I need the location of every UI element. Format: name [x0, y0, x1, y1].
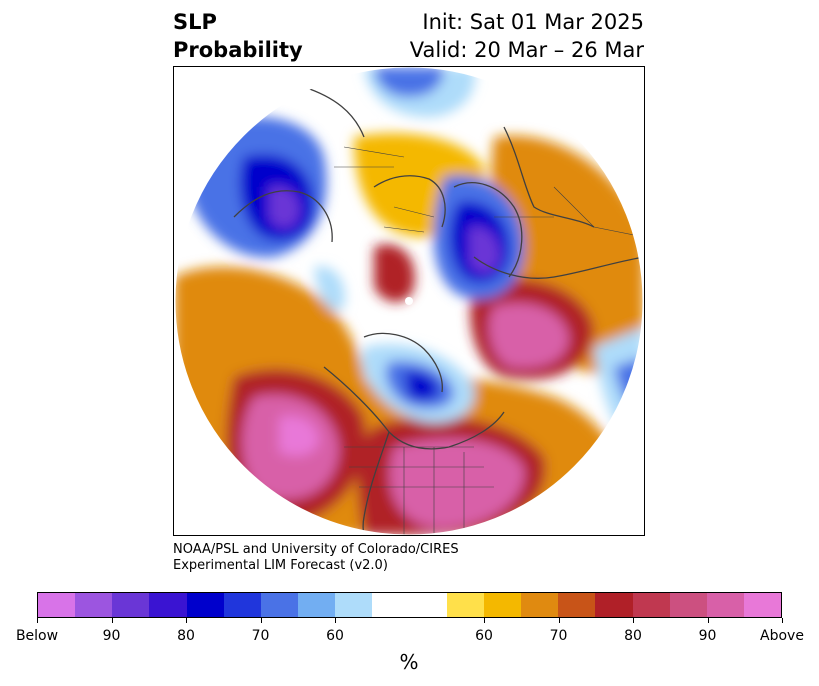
colorbar-tick-mark [484, 618, 485, 623]
colorbar-segment [75, 593, 113, 617]
colorbar-segment [149, 593, 187, 617]
credit-text: NOAA/PSL and University of Colorado/CIRE… [173, 542, 459, 574]
colorbar-segment [558, 593, 596, 617]
field-subtitle: Probability [173, 38, 303, 62]
colorbar-segment [446, 593, 484, 617]
credit-line-2: Experimental LIM Forecast (v2.0) [173, 558, 388, 573]
credit-line-1: NOAA/PSL and University of Colorado/CIRE… [173, 542, 459, 557]
pole-marker [405, 297, 413, 305]
colorbar-segment [112, 593, 150, 617]
colorbar-tick-label: 60 [326, 628, 344, 644]
colorbar-tick-label: 80 [624, 628, 642, 644]
colorbar-segment [372, 593, 410, 617]
init-date: Init: Sat 01 Mar 2025 [422, 10, 644, 34]
map-disc [175, 67, 643, 535]
colorbar-tick-label: 80 [177, 628, 195, 644]
colorbar-segment [298, 593, 336, 617]
colorbar-segment [743, 593, 782, 617]
title-left: SLP Probability [173, 8, 303, 64]
colorbar-tick-mark [335, 618, 336, 623]
colorbar-tick-mark [559, 618, 560, 623]
field-title: SLP [173, 10, 217, 34]
colorbar-tick-mark [261, 618, 262, 623]
colorbar [37, 592, 782, 618]
colorbar-segment [669, 593, 707, 617]
colorbar-segment [483, 593, 522, 617]
colorbar-tick-label: 70 [549, 628, 568, 644]
colorbar-tick-label: Above [760, 628, 804, 644]
colorbar-segment [223, 593, 261, 617]
colorbar-tick-label: 70 [251, 628, 270, 644]
colorbar-segment [335, 593, 373, 617]
colorbar-segment [595, 593, 633, 617]
colorbar-segment [260, 593, 299, 617]
colorbar-segment [409, 593, 447, 617]
colorbar-tick-mark [708, 618, 709, 623]
borders [334, 146, 643, 535]
colorbar-tick-mark [633, 618, 634, 623]
valid-range: Valid: 20 Mar – 26 Mar [409, 38, 644, 62]
colorbar-segment [186, 593, 224, 617]
colorbar-segment [706, 593, 744, 617]
colorbar-tick-label: 90 [698, 628, 717, 644]
colorbar-segment [38, 593, 76, 617]
colorbar-segment [632, 593, 670, 617]
colorbar-tick-mark [112, 618, 113, 623]
colorbar-tick-mark [186, 618, 187, 623]
colorbar-segment [521, 593, 559, 617]
map-panel [173, 66, 645, 536]
colorbar-tick-label: 60 [475, 628, 493, 644]
colorbar-unit-label: % [399, 650, 419, 674]
colorbar-tick-label: 90 [102, 628, 121, 644]
colorbar-tick-label: Below [15, 628, 59, 644]
colorbar-tick-mark [37, 618, 38, 623]
title-right: Init: Sat 01 Mar 2025 Valid: 20 Mar – 26… [410, 8, 644, 64]
colorbar-tick-mark [782, 618, 783, 623]
probability-map [174, 67, 644, 535]
